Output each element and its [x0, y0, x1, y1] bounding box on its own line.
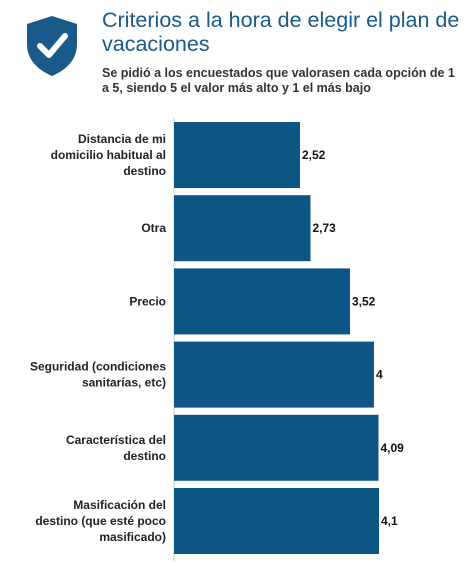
- category-label: Otra: [141, 221, 166, 235]
- chart-title: Criterios a la hora de elegir el plan de…: [102, 8, 460, 56]
- bar: [174, 195, 311, 262]
- chart-header: Criterios a la hora de elegir el plan de…: [0, 0, 467, 110]
- bar-value-label: 2,52: [302, 148, 326, 162]
- bar-value-label: 2,73: [313, 221, 337, 235]
- category-label: Distancia de mi domicilio habitual al dest…: [51, 132, 166, 178]
- category-label-line: Masificación del: [73, 498, 166, 512]
- category-label-line: masificado): [99, 530, 166, 544]
- category-label-line: destino (que esté poco: [35, 514, 166, 528]
- chart-subtitle: Se pidió a los encuestados que valorasen…: [102, 66, 455, 95]
- category-label-line: Característica del: [66, 433, 166, 447]
- category-label-line: Precio: [129, 294, 166, 308]
- bar: [174, 414, 379, 481]
- category-label-line: Distancia de mi: [78, 132, 166, 146]
- bar-value-label: 3,52: [352, 294, 376, 308]
- category-label: Característica del destino: [66, 433, 166, 463]
- bar: [174, 122, 300, 188]
- bar-value-label: 4: [376, 368, 383, 382]
- bar: [174, 488, 379, 554]
- category-label: Precio: [129, 294, 166, 308]
- category-label-line: domicilio habitual al: [51, 148, 166, 162]
- category-label: Seguridad (condiciones sanitarías, etc): [30, 360, 166, 390]
- shield-check-icon: [27, 16, 77, 76]
- category-label-line: destino: [123, 449, 166, 463]
- category-label-line: Otra: [141, 221, 166, 235]
- bar-value-label: 4,09: [381, 441, 405, 455]
- category-label-line: Seguridad (condiciones: [30, 360, 166, 374]
- category-label: Masificación del destino (que esté poco ma…: [35, 498, 166, 544]
- bar: [174, 268, 350, 335]
- category-label-line: destino: [123, 164, 166, 178]
- bar-value-label: 4,1: [381, 514, 398, 528]
- bar: [174, 341, 374, 408]
- category-label-line: sanitarías, etc): [82, 376, 166, 390]
